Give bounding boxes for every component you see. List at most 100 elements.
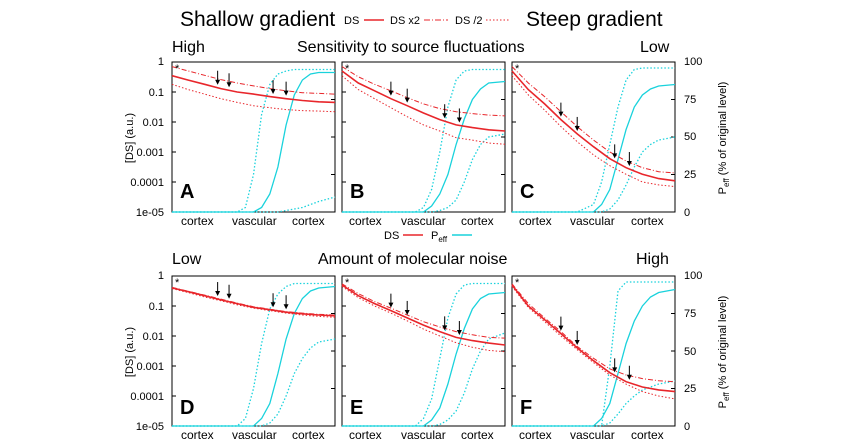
ytick: 0.01 [143, 331, 164, 343]
panel-plot [341, 275, 506, 427]
arrow-head [442, 113, 448, 119]
row-2-left: Low [172, 251, 202, 268]
panel-plot [171, 275, 336, 427]
panel-plot [171, 61, 336, 213]
panel-B: B * cortex vascular cortex [341, 61, 506, 228]
ytick: 1e-05 [136, 421, 164, 433]
arrow-head [456, 330, 462, 336]
ds-series-line [341, 75, 506, 145]
panel-C: C * cortex vascular cortex [511, 61, 676, 228]
ytick: 0.01 [143, 117, 164, 129]
panel-letter: B [350, 181, 364, 203]
ds-series-line [511, 286, 676, 400]
ds-series-line [341, 284, 506, 346]
row-2-title: Amount of molecular noise [318, 251, 508, 268]
x-category: vascular [232, 428, 277, 439]
ytick: 0.0001 [130, 177, 164, 189]
arrow-head [558, 325, 564, 331]
arrow-head [283, 90, 289, 96]
y2tick: 75 [684, 308, 696, 320]
y2tick: 50 [684, 131, 696, 143]
x-category: vascular [401, 214, 446, 228]
peff-line [512, 83, 676, 213]
ytick: 0.001 [136, 361, 164, 373]
y2tick: 25 [684, 169, 696, 181]
ytick: 1e-05 [136, 207, 164, 219]
panel-letter: C [520, 181, 534, 203]
peff-dotted-line [172, 196, 336, 213]
x-category: cortex [519, 214, 552, 228]
y2tick: 100 [684, 56, 702, 68]
y2tick: 0 [684, 207, 690, 219]
top-legend: DS DS x2 DS /2 [344, 15, 510, 27]
peff-dotted-line [512, 380, 676, 427]
x-category: cortex [461, 428, 494, 439]
arrow-head [215, 291, 221, 297]
x-category: cortex [631, 428, 664, 439]
panel-frame [171, 275, 336, 427]
ytick: 1 [158, 56, 164, 68]
y2tick: 50 [684, 346, 696, 358]
peff-dotted-line [342, 332, 506, 427]
x-category: cortex [519, 428, 552, 439]
x-category: vascular [232, 214, 277, 228]
peff-dotted-line [512, 281, 675, 427]
arrow-head [388, 302, 394, 308]
left-axis-row-2: 1 0.1 0.01 0.001 0.0001 1e-05 [DS] (a.u.… [124, 270, 164, 433]
ytick: 0.1 [149, 87, 164, 99]
arrow-head [270, 302, 276, 308]
panel-letter: D [180, 397, 194, 419]
middle-legend: DS Peff [384, 230, 472, 244]
arrow-head [612, 153, 618, 159]
ds-series-line [171, 286, 336, 316]
arrow-head [388, 90, 394, 96]
panel-frame [171, 61, 336, 213]
x-category: vascular [570, 428, 615, 439]
arrow-head [574, 339, 580, 345]
ds-series-line [511, 70, 676, 182]
ds-series-line [341, 70, 506, 132]
panel-F: F * cortex vascular cortex [511, 275, 676, 439]
x-category: cortex [181, 428, 214, 439]
y2tick: 0 [684, 421, 690, 433]
ds-series-line [171, 287, 336, 317]
ds-series-line [171, 83, 336, 113]
arrow-head [442, 325, 448, 331]
ds-series-line [511, 66, 676, 174]
row-2-titles: Low Amount of molecular noise High [172, 251, 669, 268]
left-axis-row-1: 1 0.1 0.01 0.001 0.0001 1e-05 [DS] (a.u.… [124, 56, 164, 219]
ds-series-line [341, 285, 506, 353]
panel-frame [341, 61, 506, 213]
panel-frame [511, 61, 676, 213]
x-category: cortex [181, 214, 214, 228]
arrow-head [270, 89, 276, 95]
arrow-head [283, 304, 289, 310]
legend-ds2-label: DS /2 [455, 15, 483, 27]
ds-series-line [341, 66, 506, 117]
peff-dotted-line [172, 282, 335, 427]
arrow-head [226, 82, 232, 88]
star-marker: * [175, 63, 180, 75]
right-title: Steep gradient [526, 8, 663, 31]
row-1-titles: High Sensitivity to source fluctuations … [172, 39, 670, 56]
x-category: cortex [461, 214, 494, 228]
star-marker: * [515, 63, 520, 75]
ds-series-line [511, 75, 676, 188]
panel-E: E * cortex vascular cortex [341, 275, 506, 439]
x-category: cortex [349, 428, 382, 439]
peff-line [172, 71, 335, 213]
left-title: Shallow gradient [180, 8, 335, 31]
panel-plot [511, 275, 676, 427]
row-1-right: Low [640, 39, 670, 56]
mid-legend-ds-label: DS [384, 230, 399, 242]
right-axis-row-2: 100 75 50 25 0 Peff (% of original level… [684, 270, 731, 433]
ds-series-line [171, 74, 336, 104]
legend-ds-label: DS [344, 15, 359, 27]
row-1-left: High [172, 39, 205, 56]
arrow-head [558, 111, 564, 117]
panel-plot [511, 61, 676, 213]
peff-dotted-line [172, 338, 336, 427]
ds-series-line [511, 284, 676, 393]
peff-line [342, 291, 506, 427]
x-category: cortex [292, 428, 325, 439]
